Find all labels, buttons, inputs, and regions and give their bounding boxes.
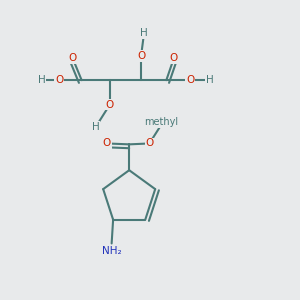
- Text: methyl: methyl: [144, 117, 178, 127]
- Text: O: O: [106, 100, 114, 110]
- Text: O: O: [186, 75, 194, 85]
- Text: H: H: [140, 28, 148, 38]
- Text: O: O: [145, 139, 154, 148]
- Text: H: H: [38, 75, 45, 85]
- Text: O: O: [69, 53, 77, 64]
- Text: H: H: [92, 122, 100, 132]
- Text: H: H: [206, 75, 213, 85]
- Text: O: O: [55, 75, 64, 85]
- Text: O: O: [170, 53, 178, 64]
- Text: O: O: [103, 139, 111, 148]
- Text: NH₂: NH₂: [102, 246, 122, 256]
- Text: O: O: [137, 51, 145, 61]
